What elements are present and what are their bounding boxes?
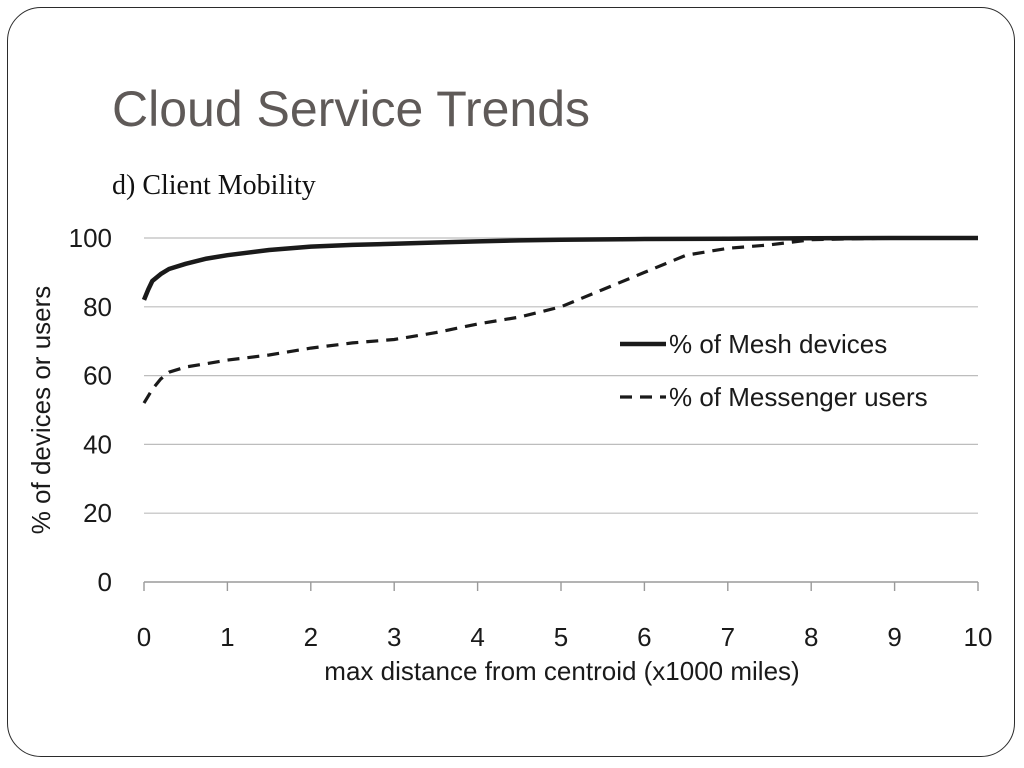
y-tick-label: 40 [83, 429, 112, 459]
x-tick-label: 8 [804, 622, 818, 652]
y-tick-label: 80 [83, 292, 112, 322]
x-tick-label: 2 [304, 622, 318, 652]
x-tick-label: 10 [964, 622, 993, 652]
x-axis-title: max distance from centroid (x1000 miles) [324, 656, 799, 686]
x-tick-label: 1 [220, 622, 234, 652]
slide-frame [7, 7, 1015, 757]
slide-subtitle: d) Client Mobility [112, 170, 316, 201]
axes [143, 581, 979, 591]
y-tick-label: 60 [83, 361, 112, 391]
series-line-messenger [142, 236, 978, 404]
grid-lines [144, 237, 978, 514]
x-tick-label: 4 [470, 622, 484, 652]
y-tick-label: 100 [69, 223, 112, 253]
x-tick-label: 6 [637, 622, 651, 652]
x-tick-label: 0 [137, 622, 151, 652]
y-tick-label: 20 [83, 498, 112, 528]
series-line-mesh [141, 235, 978, 301]
slide-title: Cloud Service Trends [112, 81, 591, 137]
legend: % of Mesh devices % of Messenger users [620, 329, 928, 412]
x-tick-label: 9 [887, 622, 901, 652]
x-tick-label: 3 [387, 622, 401, 652]
series-lines [141, 235, 978, 404]
tick-labels: 0 20 40 60 80 100 0 1 2 3 4 5 6 7 8 9 10 [69, 223, 993, 652]
y-axis-title: % of devices or users [26, 286, 56, 535]
x-tick-label: 7 [721, 622, 735, 652]
x-tick-label: 5 [554, 622, 568, 652]
legend-label: % of Mesh devices [669, 329, 887, 359]
legend-label: % of Messenger users [669, 382, 928, 412]
y-tick-label: 0 [98, 567, 112, 597]
